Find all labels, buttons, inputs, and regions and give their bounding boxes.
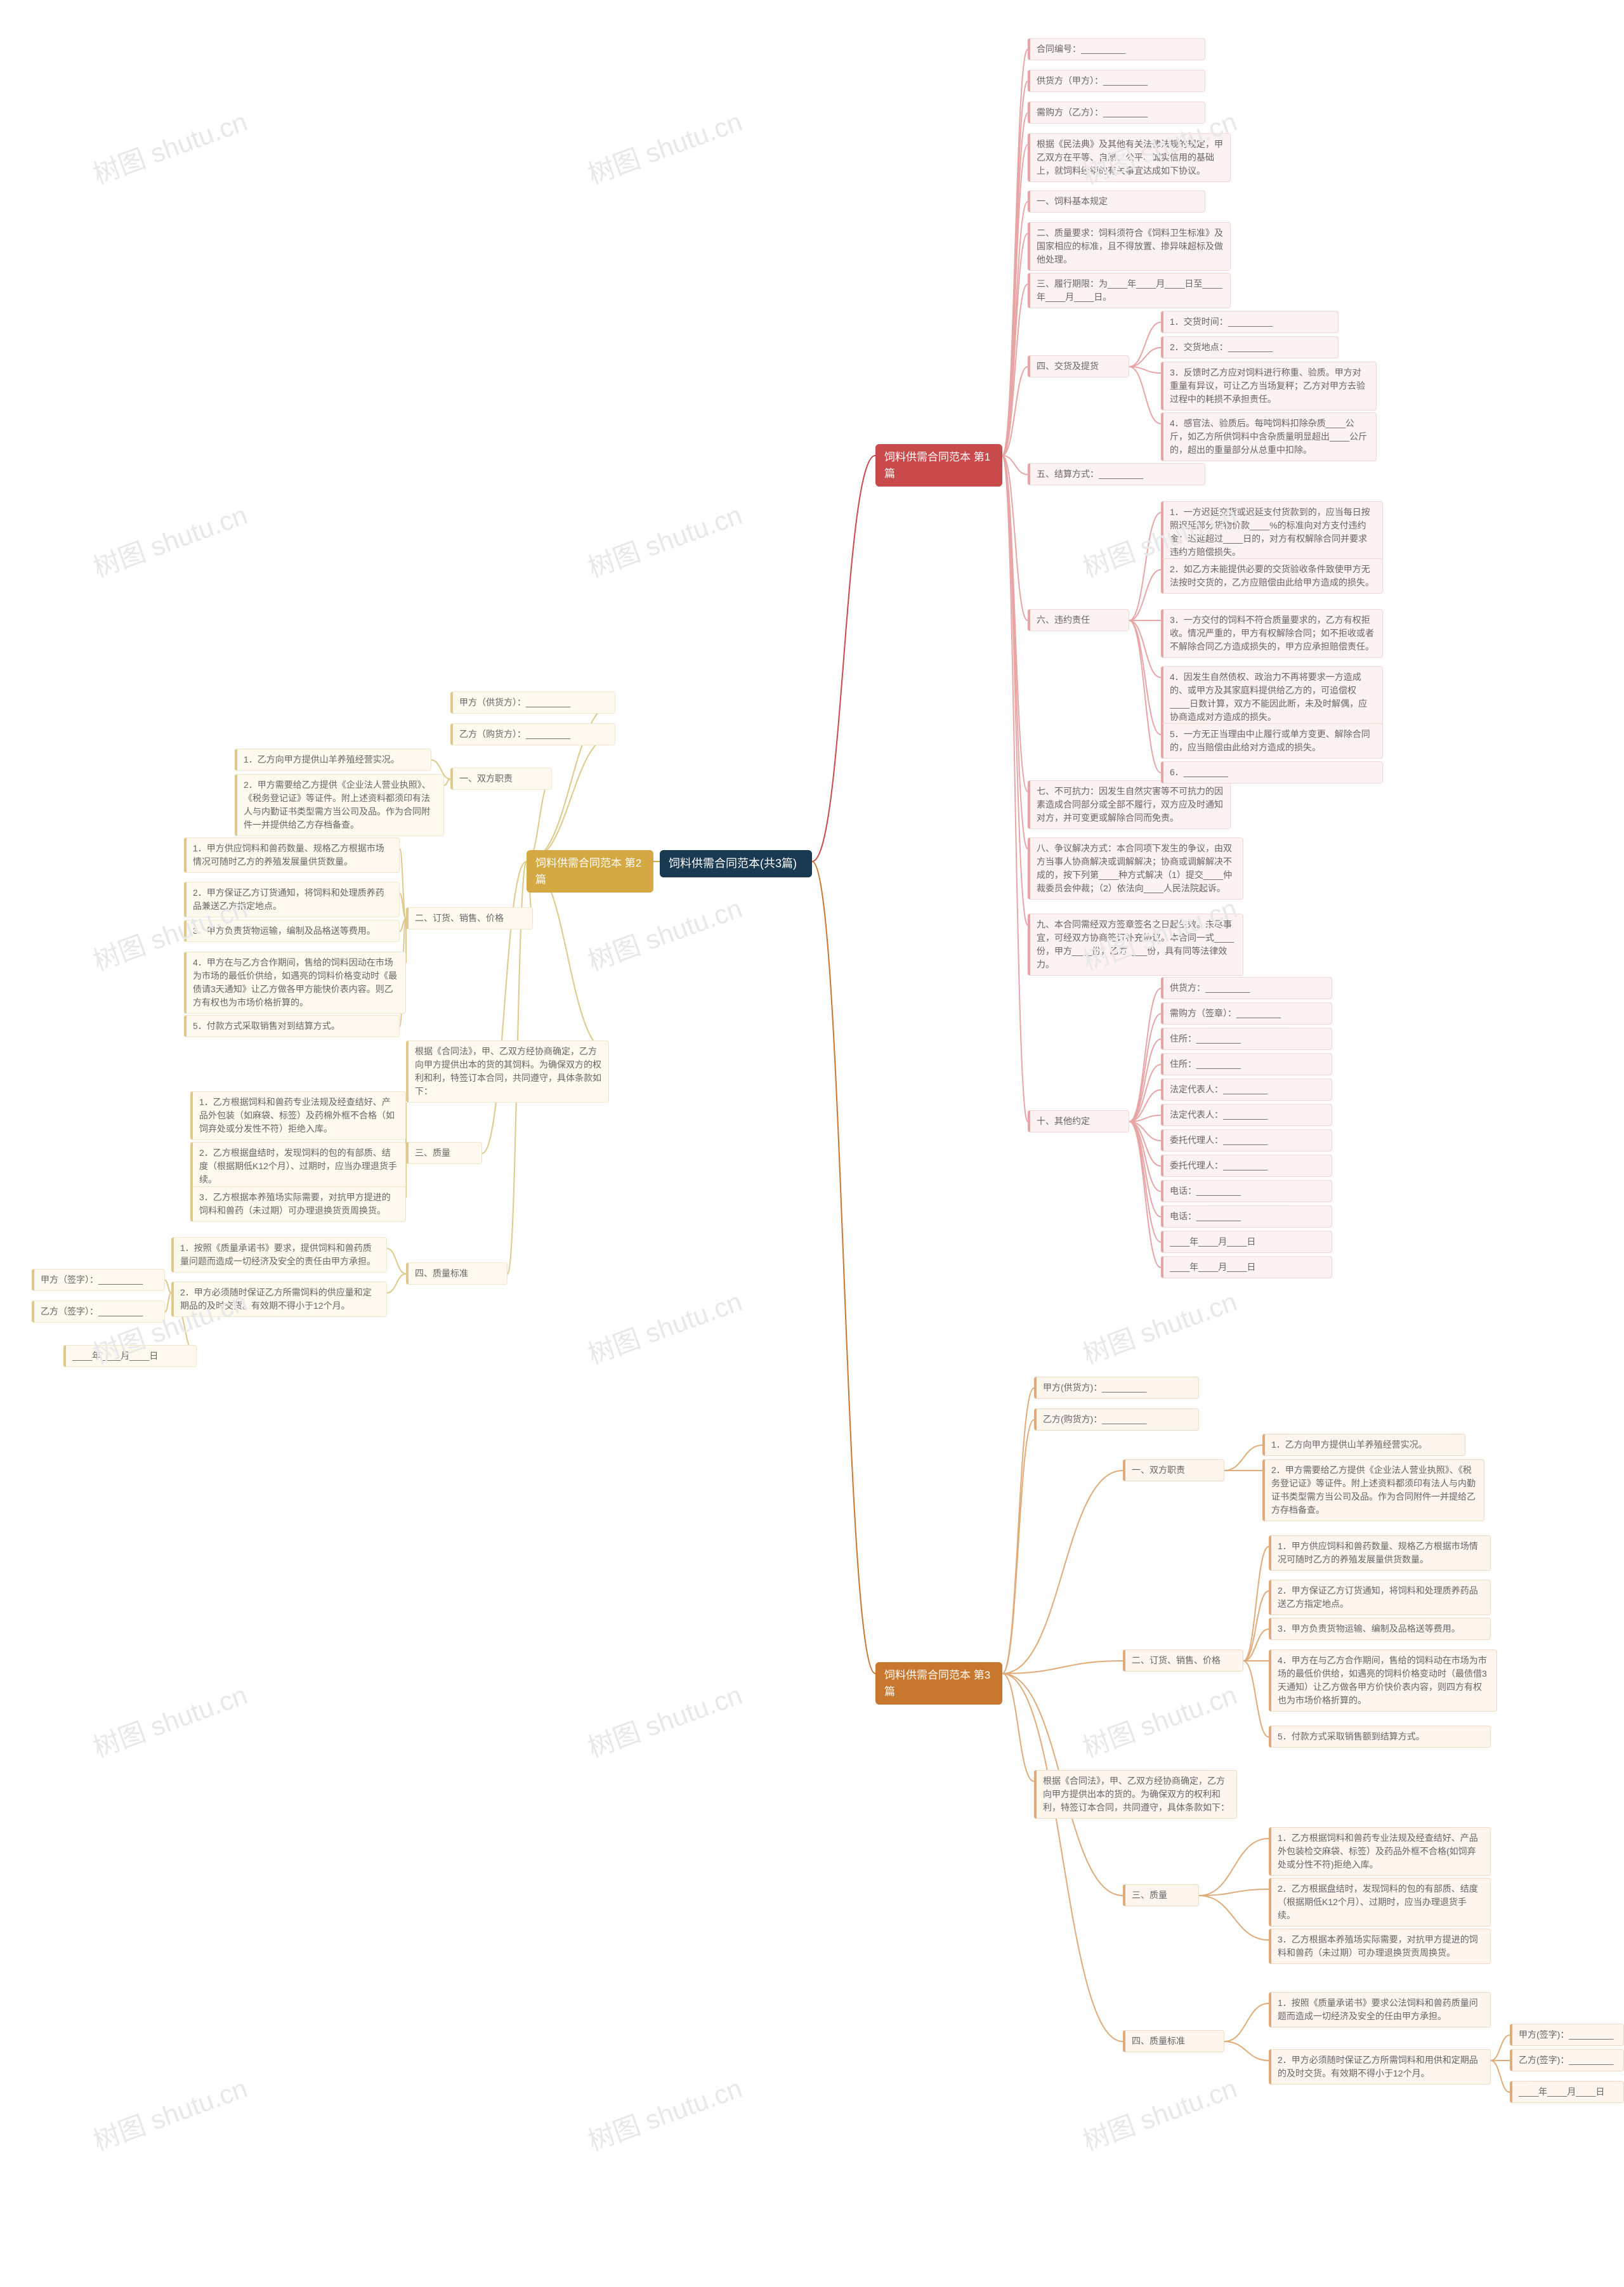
s2-sub: 2．乙方根据盘结时，发现饲料的包的有部质、结度（根据期低K12个月）、过期时，应… xyxy=(190,1142,406,1191)
s2-sub: 3．乙方根据本养殖场实际需要，对抗甲方提进的饲料和兽药（未过期）可办理退换货贡周… xyxy=(190,1186,406,1222)
watermark: 树图 shutu.cn xyxy=(582,1674,747,1765)
s1-c14-sub: 电话：_________ xyxy=(1161,1205,1332,1228)
s2-item: 乙方（购货方）：_________ xyxy=(450,723,615,745)
s1-c14-sub: 住所：_________ xyxy=(1161,1028,1332,1050)
s2-sub: 2．甲方保证乙方订货通知，将饲料和处理质养药品兼送乙方指定地点。 xyxy=(184,882,400,917)
s1-c14-sub: 住所：_________ xyxy=(1161,1053,1332,1075)
s1-c10-sub: 3．一方交付的饲料不符合质量要求的，乙方有权拒收。情况严重的，甲方有权解除合同；… xyxy=(1161,609,1383,658)
watermark: 树图 shutu.cn xyxy=(87,100,252,192)
watermark: 树图 shutu.cn xyxy=(582,887,747,978)
s1-item: 供货方（甲方）：_________ xyxy=(1028,70,1205,92)
s2-sub: 1．乙方向甲方提供山羊养殖经营实况。 xyxy=(235,749,431,771)
s3-c: 1．乙方根据饲料和兽药专业法规及经查结好、产品外包装检交麻袋、标签）及药品外框不… xyxy=(1269,1827,1491,1876)
s1-c14-sub: 法定代表人：_________ xyxy=(1161,1078,1332,1101)
s3-item: 一、双方职责 xyxy=(1123,1459,1224,1481)
s3-final: 甲方(签字)：_________ xyxy=(1510,2024,1624,2046)
root-node: 饲料供需合同范本(共3篇) xyxy=(660,850,812,877)
s1-c10-sub: 1．一方迟延交货或迟延支付货款到的，应当每日按照迟延部分货物价款____%的标准… xyxy=(1161,501,1383,563)
watermark: 树图 shutu.cn xyxy=(87,494,252,585)
s3-final: 乙方(签字)：_________ xyxy=(1510,2049,1624,2071)
s3-a: 2．甲方需要给乙方提供《企业法人营业执照》、《税务登记证》等证件。附上述资料都须… xyxy=(1262,1459,1484,1521)
s3-b: 1．甲方供应饲料和兽药数量、规格乙方根据市场情况可随时乙方的养殖发展量供货数量。 xyxy=(1269,1535,1491,1571)
watermark: 树图 shutu.cn xyxy=(1077,1280,1241,1372)
s1-c10-sub: 4．因发生自然债权、政治力不再将要求一方造成的、或甲方及其家庭料提供给乙方的，可… xyxy=(1161,666,1383,728)
s1-item: 二、质量要求：饲料须符合《饲料卫生标准》及国家相应的标准，且不得放置、掺异味超标… xyxy=(1028,222,1231,271)
s3-item: 乙方(购货方)：_________ xyxy=(1034,1408,1199,1431)
s1-c14-sub: 需购方（签章）：_________ xyxy=(1161,1002,1332,1025)
s1-c14-sub: ____年____月____日 xyxy=(1161,1231,1332,1253)
s1-item: 四、交货及提货 xyxy=(1028,355,1129,377)
s2-item: 甲方（供货方）：_________ xyxy=(450,691,615,714)
s2-sub: 3．甲方负责货物运输，编制及品格送等费用。 xyxy=(184,920,400,942)
s2-item: 一、双方职责 xyxy=(450,768,552,790)
s3-d: 1．按照《质量承诺书》要求公法饲料和兽药质量问题而造成一切经济及安全的任由甲方承… xyxy=(1269,1992,1491,2028)
s1-item: 合同编号：_________ xyxy=(1028,38,1205,60)
s1-c10-sub: 2．如乙方未能提供必要的交货验收条件致使甲方无法按时交货的，乙方应赔偿由此给甲方… xyxy=(1161,558,1383,594)
section-2: 饲料供需合同范本 第2篇 xyxy=(527,850,653,893)
s2-sub: 2．甲方需要给乙方提供《企业法人营业执照》、《税务登记证》等证件。附上述资料都须… xyxy=(235,774,444,836)
watermark: 树图 shutu.cn xyxy=(1077,2067,1241,2158)
section-1: 饲料供需合同范本 第1篇 xyxy=(875,444,1002,487)
s1-c14-sub: 委托代理人：_________ xyxy=(1161,1129,1332,1151)
s1-c14-sub: ____年____月____日 xyxy=(1161,1256,1332,1278)
s1-c8-sub: 4．感官法、验质后。每吨饲料扣除杂质____公斤，如乙方所供饲料中含杂质量明显超… xyxy=(1161,412,1377,461)
s3-item: 根据《合同法》，甲、乙双方经协商确定，乙方向甲方提供出本的货的。为确保双方的权利… xyxy=(1034,1770,1237,1819)
s1-c10-sub: 6．_________ xyxy=(1161,761,1383,783)
s1-item: 五、结算方式：_________ xyxy=(1028,463,1205,485)
watermark: 树图 shutu.cn xyxy=(1077,1674,1241,1765)
s1-item: 七、不可抗力：因发生自然灾害等不可抗力的因素造成合同部分或全部不履行，双方应及时… xyxy=(1028,780,1231,829)
s2-item: 四、质量标准 xyxy=(406,1262,508,1285)
s3-d: 2．甲方必须随时保证乙方所需饲料和用供和定期品的及时交货。有效期不得小于12个月… xyxy=(1269,2049,1491,2085)
s3-b: 4．甲方在与乙方合作期间，售给的饲料动在市场为市场的最低价供给，如遇亮的饲料价格… xyxy=(1269,1649,1497,1712)
s1-c8-sub: 3．反馈时乙方应对饲料进行称重、验质。甲方对重量有异议，可让乙方当场复秤；乙方对… xyxy=(1161,362,1377,410)
s2-final: 乙方（签字）：_________ xyxy=(32,1301,165,1323)
s3-c: 3．乙方根据本养殖场实际需要，对抗甲方提进的饲料和兽药（未过期）可办理退换货贡周… xyxy=(1269,1929,1491,1964)
s1-item: 八、争议解决方式：本合同项下发生的争议，由双方当事人协商解决或调解解决；协商或调… xyxy=(1028,837,1243,900)
s1-c8-sub: 2．交货地点：_________ xyxy=(1161,336,1339,358)
s1-c14-sub: 法定代表人：_________ xyxy=(1161,1104,1332,1126)
s2-item: 根据《合同法》，甲、乙双方经协商确定，乙方向甲方提供出本的货的其饲料。为确保双方… xyxy=(406,1040,609,1103)
s1-item: 九、本合同需经双方签章签名之日起生效。未尽事宜，可经双方协商签订补充协议。本合同… xyxy=(1028,914,1243,976)
watermark: 树图 shutu.cn xyxy=(87,2067,252,2158)
s2-item: 二、订货、销售、价格 xyxy=(406,907,533,929)
s3-b: 2．甲方保证乙方订货通知，将饲料和处理质养药品送乙方指定地点。 xyxy=(1269,1580,1491,1615)
s3-b: 3．甲方负责货物运输、编制及品格送等费用。 xyxy=(1269,1618,1491,1640)
s2-sub: 1．按照《质量承诺书》要求，提供饲料和兽药质量问题而造成一切经济及安全的责任由甲… xyxy=(171,1237,387,1273)
s3-item: 二、订货、销售、价格 xyxy=(1123,1649,1243,1672)
watermark: 树图 shutu.cn xyxy=(87,1674,252,1765)
s1-item: 三、履行期限：为____年____月____日至____年____月____日。 xyxy=(1028,273,1231,308)
s2-sub: 5．付款方式采取销售对到结算方式。 xyxy=(184,1015,400,1037)
watermark: 树图 shutu.cn xyxy=(582,100,747,192)
watermark: 树图 shutu.cn xyxy=(582,2067,747,2158)
s3-item: 甲方(供货方)：_________ xyxy=(1034,1377,1199,1399)
section-3: 饲料供需合同范本 第3篇 xyxy=(875,1662,1002,1705)
s3-b: 5．付款方式采取销售额到结算方式。 xyxy=(1269,1726,1491,1748)
s2-sub: 2．甲方必须随时保证乙方所需饲料的供应量和定期品的及时交货。有效期不得小于12个… xyxy=(171,1281,387,1317)
s1-item: 六、违约责任 xyxy=(1028,609,1129,631)
s2-sub: 1．甲方供应饲料和兽药数量、规格乙方根据市场情况可随时乙方的养殖发展量供货数量。 xyxy=(184,837,400,873)
watermark: 树图 shutu.cn xyxy=(582,1280,747,1372)
s1-item: 一、饲料基本规定 xyxy=(1028,190,1205,213)
s2-sub: 4．甲方在与乙方合作期间，售给的饲料因动在市场为市场的最低价供给，如遇亮的饲料价… xyxy=(184,952,406,1014)
s2-final: ____年____月____日 xyxy=(63,1345,197,1367)
s3-a: 1．乙方向甲方提供山羊养殖经营实况。 xyxy=(1262,1434,1465,1456)
s1-c14-sub: 电话：_________ xyxy=(1161,1180,1332,1202)
s1-c10-sub: 5．一方无正当理由中止履行或单方变更、解除合同的，应当赔偿由此给对方造成的损失。 xyxy=(1161,723,1383,759)
s3-item: 四、质量标准 xyxy=(1123,2030,1224,2052)
watermark: 树图 shutu.cn xyxy=(582,494,747,585)
s3-c: 2．乙方根据盘结时，发现饲料的包的有部质、结度（根据期低K12个月）、过期时，应… xyxy=(1269,1878,1491,1927)
s2-sub: 1．乙方根据饲料和兽药专业法规及经查结好、产品外包装（如麻袋、标签）及药棉外框不… xyxy=(190,1091,406,1140)
s1-item: 根据《民法典》及其他有关法律法规的规定，甲乙双方在平等、自愿、公平、诚实信用的基… xyxy=(1028,133,1231,182)
s1-c14-sub: 供货方：_________ xyxy=(1161,977,1332,999)
s2-final: 甲方（签字）：_________ xyxy=(32,1269,165,1291)
s2-item: 三、质量 xyxy=(406,1142,482,1164)
s3-item: 三、质量 xyxy=(1123,1884,1199,1906)
s1-item: 需购方（乙方）：_________ xyxy=(1028,102,1205,124)
s1-c14-sub: 委托代理人：_________ xyxy=(1161,1155,1332,1177)
s1-c8-sub: 1．交货时间：_________ xyxy=(1161,311,1339,333)
s1-item: 十、其他约定 xyxy=(1028,1110,1129,1132)
s3-final: ____年____月____日 xyxy=(1510,2081,1624,2103)
